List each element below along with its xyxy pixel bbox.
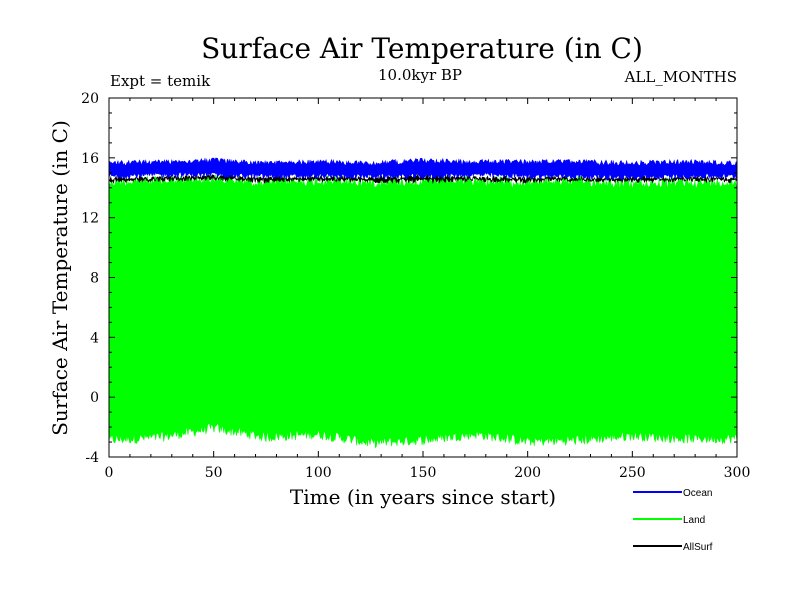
legend-label-allsurf: AllSurf xyxy=(683,542,713,553)
series-ocean xyxy=(109,157,737,181)
chart-subtitle: 10.0kyr BP xyxy=(378,66,462,84)
series-land xyxy=(109,174,737,449)
y-tick-label: 4 xyxy=(90,330,99,346)
legend-label-ocean: Ocean xyxy=(683,488,712,499)
x-tick-label: 0 xyxy=(105,465,114,481)
y-axis-label: Surface Air Temperature (in C) xyxy=(48,120,72,436)
y-tick-label: 8 xyxy=(90,271,99,287)
x-tick-label: 150 xyxy=(410,465,437,481)
x-axis-label: Time (in years since start) xyxy=(290,485,556,509)
y-tick-label: 0 xyxy=(90,390,99,406)
y-tick-label: 12 xyxy=(81,211,99,227)
x-tick-label: 200 xyxy=(514,465,541,481)
period-label: ALL_MONTHS xyxy=(624,68,737,86)
series-allsurf xyxy=(109,173,737,185)
chart-title: Surface Air Temperature (in C) xyxy=(201,32,643,65)
x-tick-label: 100 xyxy=(305,465,332,481)
y-tick-label: 16 xyxy=(81,151,99,167)
experiment-label: Expt = temik xyxy=(110,72,211,90)
y-tick-label: -4 xyxy=(85,450,99,466)
legend: Ocean Land AllSurf xyxy=(633,488,713,553)
x-tick-label: 300 xyxy=(724,465,751,481)
x-tick-label: 50 xyxy=(205,465,223,481)
y-tick-label: 20 xyxy=(81,91,99,107)
x-tick-label: 250 xyxy=(619,465,646,481)
legend-label-land: Land xyxy=(683,515,705,526)
